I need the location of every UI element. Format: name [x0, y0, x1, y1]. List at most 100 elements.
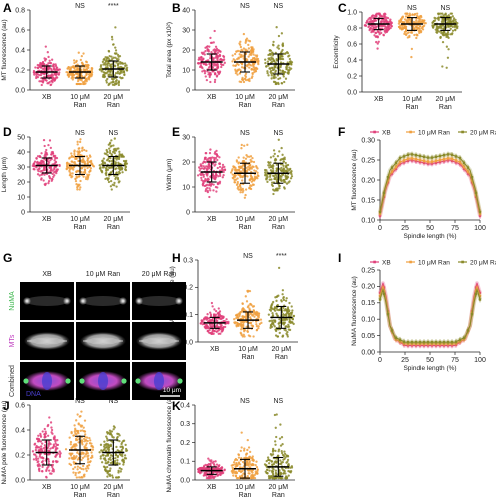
data-marker	[450, 153, 454, 156]
legend-item: 10 μM Ran	[406, 129, 450, 136]
data-point	[99, 64, 103, 67]
data-point	[87, 78, 91, 81]
data-point	[125, 64, 128, 67]
data-point	[56, 460, 59, 463]
x-tick-label: Ran	[406, 104, 419, 111]
data-point	[245, 170, 249, 173]
data-point	[268, 67, 271, 70]
data-point	[285, 297, 288, 300]
data-point	[237, 185, 240, 189]
data-point	[80, 54, 83, 58]
data-point	[48, 416, 51, 419]
data-marker	[454, 159, 458, 162]
data-point	[38, 174, 41, 177]
data-point	[117, 181, 120, 184]
significance-label: NS	[75, 398, 85, 405]
data-point	[41, 67, 45, 71]
data-point	[43, 433, 46, 436]
data-point	[120, 155, 124, 158]
data-point	[253, 178, 257, 181]
data-point	[118, 453, 122, 456]
data-point	[255, 472, 259, 475]
data-point	[243, 456, 246, 460]
data-point	[234, 174, 237, 177]
data-point	[117, 471, 120, 474]
data-point	[247, 446, 251, 449]
data-point	[281, 158, 285, 161]
x-tick-label: 0	[378, 225, 382, 232]
data-marker	[434, 340, 438, 344]
data-point	[283, 178, 286, 182]
data-point	[221, 326, 225, 329]
data-point	[289, 466, 292, 469]
data-point	[111, 38, 114, 41]
data-point	[255, 466, 259, 469]
data-point	[212, 475, 216, 478]
y-axis-label: Total area (px x10²)	[166, 22, 173, 78]
data-point	[117, 81, 120, 84]
data-point	[218, 165, 222, 169]
data-point	[51, 58, 54, 61]
data-point	[91, 454, 94, 457]
data-point	[58, 450, 61, 453]
data-point	[269, 156, 273, 159]
data-point	[213, 29, 216, 33]
data-point	[276, 187, 280, 190]
data-point	[288, 54, 291, 57]
data-point	[215, 153, 218, 156]
data-point	[290, 172, 293, 176]
data-point	[257, 62, 260, 66]
data-point	[102, 71, 105, 74]
data-point	[218, 55, 221, 58]
data-point	[90, 451, 93, 454]
data-point	[245, 312, 248, 316]
data-point	[279, 77, 282, 80]
data-point	[232, 461, 236, 464]
data-point	[116, 455, 119, 459]
data-point	[81, 166, 84, 169]
data-point	[290, 169, 293, 173]
data-point	[274, 443, 277, 446]
data-point	[234, 321, 237, 324]
data-point	[39, 62, 42, 66]
y-axis-label: Length (μm)	[1, 157, 8, 192]
data-point	[109, 458, 112, 462]
data-point	[240, 431, 243, 434]
data-point	[446, 56, 450, 59]
data-point	[421, 19, 424, 22]
data-point	[113, 459, 117, 463]
data-point	[91, 448, 95, 451]
mt-fiber	[138, 340, 180, 343]
data-point	[223, 468, 226, 471]
y-tick-label: 0.6	[15, 402, 25, 409]
data-point	[268, 58, 271, 61]
data-point	[231, 463, 235, 467]
data-point	[40, 456, 43, 459]
micrograph-row-label: NuMA	[9, 291, 16, 311]
data-point	[108, 149, 112, 153]
data-point	[209, 475, 212, 478]
y-axis-label: MT fluorescence (au)	[1, 19, 8, 80]
data-point	[283, 80, 286, 84]
data-point	[111, 476, 115, 479]
data-point	[112, 77, 116, 80]
data-point	[286, 454, 290, 458]
series-2	[378, 287, 482, 346]
data-point	[247, 165, 250, 169]
data-point	[77, 51, 80, 54]
data-point	[90, 442, 93, 445]
data-point	[246, 438, 249, 442]
data-marker	[442, 158, 446, 161]
data-point	[86, 436, 89, 439]
data-point	[250, 76, 254, 79]
category-2	[267, 266, 296, 338]
data-point	[124, 62, 127, 65]
data-point	[90, 72, 93, 75]
data-point	[380, 20, 384, 23]
data-point	[220, 58, 223, 62]
data-point	[106, 154, 109, 157]
data-point	[272, 155, 275, 158]
data-point	[210, 301, 214, 305]
data-point	[81, 429, 84, 432]
